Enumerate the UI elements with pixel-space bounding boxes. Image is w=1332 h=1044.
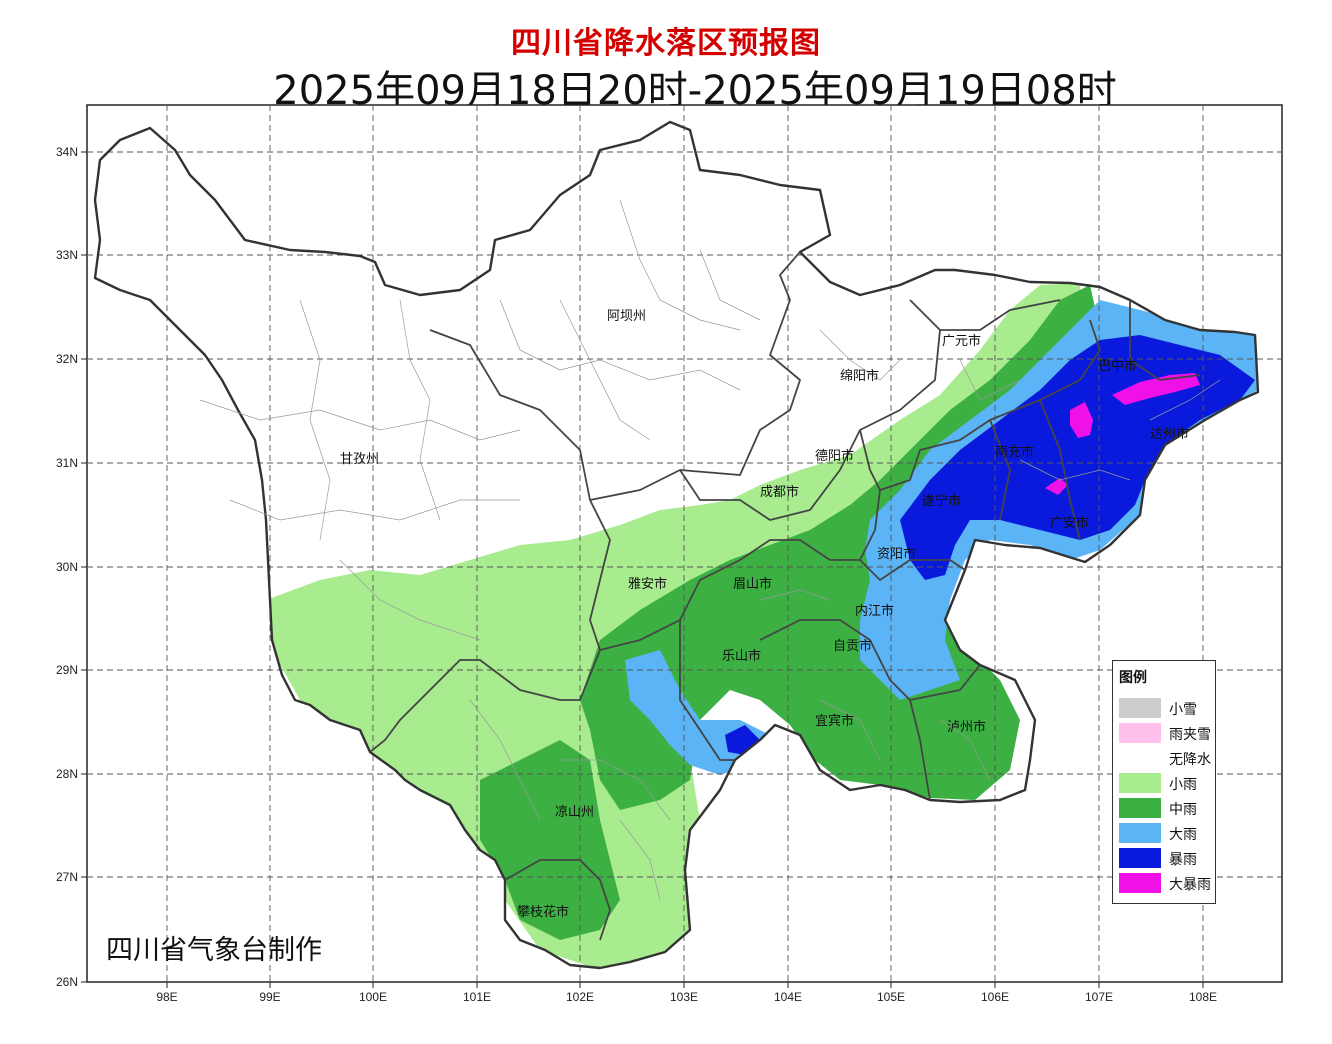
lon-label: 107E [1085, 990, 1113, 1004]
legend-label: 雨夹雪 [1169, 727, 1211, 743]
city-labels: 阿坝州 甘孜州 广元市 绵阳市 德阳市 成都市 巴中市 达州市 南充市 遂宁市 … [340, 309, 1189, 920]
legend-item-light-rain: 小雨 [1119, 772, 1215, 794]
city-label-leshan: 乐山市 [722, 648, 761, 664]
legend-label: 暴雨 [1169, 852, 1197, 868]
city-label-bazhong: 巴中市 [1098, 358, 1137, 374]
city-label-guangan: 广安市 [1050, 515, 1089, 531]
city-label-chengdu: 成都市 [760, 484, 799, 500]
lat-label: 30N [56, 560, 78, 574]
city-label-luzhou: 泸州市 [947, 719, 986, 735]
legend-item-heavy-rain: 大雨 [1119, 822, 1215, 844]
legend-label: 中雨 [1169, 802, 1197, 818]
legend-item-light-snow: 小雪 [1119, 697, 1215, 719]
legend-swatch [1119, 698, 1161, 718]
legend-item-no-precip: 无降水 [1119, 747, 1215, 769]
longitude-labels: 98E 99E 100E 101E 102E 103E 104E 105E 10… [156, 990, 1217, 1004]
legend-label: 小雨 [1169, 777, 1197, 793]
legend-label: 大雨 [1169, 827, 1197, 843]
lat-label: 33N [56, 248, 78, 262]
lat-label: 31N [56, 456, 78, 470]
city-label-ziyang: 资阳市 [877, 546, 916, 562]
city-label-liangshan: 凉山州 [555, 805, 594, 820]
prefecture-boundaries [369, 251, 1201, 941]
city-label-suining: 遂宁市 [922, 493, 961, 509]
legend-item-torrential-rain: 大暴雨 [1119, 872, 1215, 894]
legend-swatch [1119, 773, 1161, 793]
map-title: 四川省降水落区预报图 [511, 26, 821, 61]
rainstorm-area [900, 335, 1255, 580]
city-label-yibin: 宜宾市 [815, 713, 854, 729]
legend-swatch [1119, 848, 1161, 868]
axis-ticks [81, 151, 1204, 988]
city-label-meishan: 眉山市 [733, 576, 772, 592]
torrential-rain-area-3 [1045, 478, 1068, 495]
lon-label: 98E [156, 990, 177, 1004]
city-label-aba: 阿坝州 [607, 309, 646, 324]
legend: 图例 小雪 雨夹雪 无降水 小雨 中雨 大雨 暴雨 大暴雨 [1112, 660, 1216, 904]
moderate-rain-area-south [480, 740, 620, 940]
legend-swatch [1119, 823, 1161, 843]
legend-title: 图例 [1119, 670, 1147, 686]
legend-swatch [1119, 723, 1161, 743]
city-label-neijiang: 内江市 [855, 603, 894, 619]
county-boundaries [199, 199, 1221, 901]
lon-label: 104E [774, 990, 802, 1004]
legend-swatch [1119, 748, 1161, 768]
province-boundary [93, 120, 1260, 970]
city-label-dazhou: 达州市 [1150, 426, 1189, 442]
city-label-panzhihua: 攀枝花市 [517, 904, 569, 920]
lat-label: 26N [56, 975, 78, 989]
graticule [87, 105, 1282, 982]
torrential-rain-area [1112, 373, 1200, 405]
city-label-deyang: 德阳市 [815, 448, 854, 464]
legend-item-sleet: 雨夹雪 [1119, 722, 1215, 744]
legend-swatch [1119, 798, 1161, 818]
torrential-rain-area-2 [1070, 402, 1093, 438]
legend-label: 大暴雨 [1169, 877, 1211, 893]
lon-label: 106E [981, 990, 1009, 1004]
lon-label: 105E [877, 990, 905, 1004]
lat-label: 27N [56, 870, 78, 884]
lat-label: 28N [56, 767, 78, 781]
city-label-ganzi: 甘孜州 [340, 452, 379, 467]
city-label-guangyuan: 广元市 [942, 333, 981, 349]
lat-label: 32N [56, 352, 78, 366]
lon-label: 103E [670, 990, 698, 1004]
latitude-labels: 34N 33N 32N 31N 30N 29N 28N 27N 26N [56, 145, 78, 989]
producer-credit: 四川省气象台制作 [106, 935, 322, 966]
legend-swatch [1119, 873, 1161, 893]
city-label-mianyang: 绵阳市 [840, 368, 879, 384]
lon-label: 100E [359, 990, 387, 1004]
legend-item-moderate-rain: 中雨 [1119, 797, 1215, 819]
city-label-nanchong: 南充市 [995, 444, 1034, 460]
lat-label: 29N [56, 663, 78, 677]
city-label-zigong: 自贡市 [833, 638, 872, 654]
lon-label: 99E [259, 990, 280, 1004]
lon-label: 108E [1189, 990, 1217, 1004]
legend-item-rainstorm: 暴雨 [1119, 847, 1215, 869]
legend-label: 无降水 [1169, 752, 1211, 768]
lon-label: 102E [566, 990, 594, 1004]
legend-label: 小雪 [1169, 702, 1197, 718]
lat-label: 34N [56, 145, 78, 159]
city-label-yaan: 雅安市 [628, 576, 667, 592]
lon-label: 101E [463, 990, 491, 1004]
